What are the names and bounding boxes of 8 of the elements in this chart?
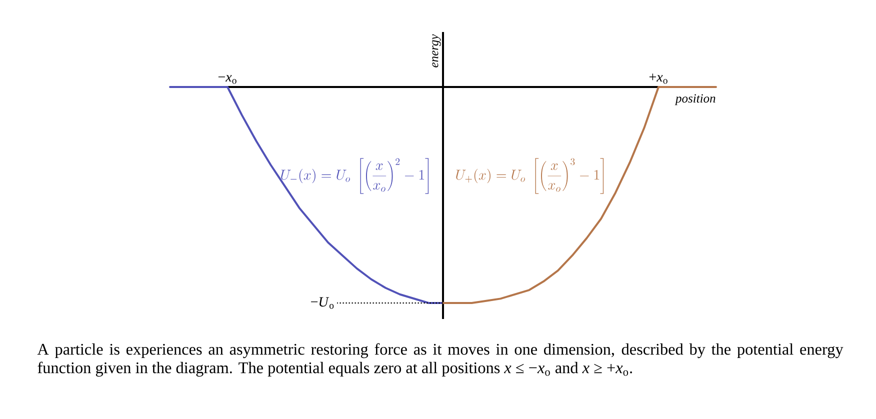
text: A particle is experiences an asymmetric restoring force as it moves in one dimension, described by the potential energy function given in the diagram. The potential equals zero at all positions x ≤ −x$_{o}$ and x ≥ +x$_{o}$.	[37, 343, 844, 377]
ref-line-label: −U$_{o}$	[311, 297, 334, 309]
series-label: $U_+(x) = U_o\;\left[\left(\frac{x}{x_o}\right)^3-1\right]$	[456, 158, 604, 194]
series-label: $U_-(x) = U_o\;\left[\left(\frac{x}{x_o}\right)^2-1\right]$	[281, 158, 429, 194]
y-axis-title: energy	[432, 34, 441, 68]
x-tick-label: −x$_{o}$	[218, 75, 236, 84]
x-axis-title: position	[674, 94, 716, 106]
x-tick-label: +x$_{o}$	[649, 74, 668, 84]
